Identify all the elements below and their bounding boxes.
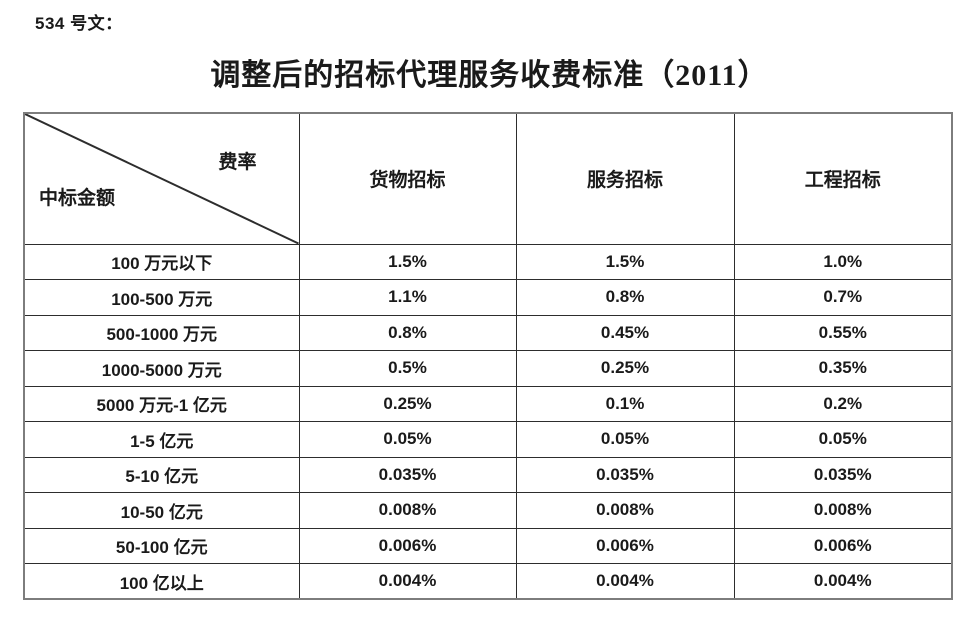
table-row: 50-100 亿元 0.006% 0.006% 0.006% <box>23 527 953 564</box>
fee-table-body: 100 万元以下 1.5% 1.5% 1.0% 100-500 万元 1.1% 0.8% 0.… <box>23 243 953 600</box>
header-row: 费率 中标金额 货物招标 服务招标 工程招标 <box>23 112 953 245</box>
row-label-bid-amount-range: 1-5 亿元 <box>23 421 300 458</box>
rate-value-cell: 0.006% <box>298 527 517 564</box>
row-label-bid-amount-range: 50-100 亿元 <box>23 527 300 564</box>
rate-value-cell: 0.008% <box>298 492 517 529</box>
rate-value-cell: 0.7% <box>733 279 953 316</box>
rate-value-cell: 0.035% <box>515 456 735 493</box>
row-label-bid-amount-range: 5-10 亿元 <box>23 456 300 493</box>
corner-header-cell: 费率 中标金额 <box>23 112 300 245</box>
rate-value-cell: 0.8% <box>515 279 735 316</box>
rate-value-cell: 0.1% <box>515 385 735 422</box>
table-row: 1-5 亿元 0.05% 0.05% 0.05% <box>23 421 953 458</box>
rate-value-cell: 0.05% <box>298 421 517 458</box>
rate-value-cell: 0.004% <box>298 563 517 600</box>
table-row: 1000-5000 万元 0.5% 0.25% 0.35% <box>23 350 953 387</box>
corner-label-fee-rate: 费率 <box>218 152 257 173</box>
rate-value-cell: 1.5% <box>515 243 735 280</box>
table-row: 5-10 亿元 0.035% 0.035% 0.035% <box>23 456 953 493</box>
row-label-bid-amount-range: 100 亿以上 <box>23 563 300 600</box>
rate-value-cell: 0.035% <box>298 456 517 493</box>
rate-value-cell: 0.25% <box>515 350 735 387</box>
table-row: 10-50 亿元 0.008% 0.008% 0.008% <box>23 492 953 529</box>
row-label-bid-amount-range: 100-500 万元 <box>23 279 300 316</box>
rate-value-cell: 0.2% <box>733 385 953 422</box>
rate-value-cell: 0.004% <box>733 563 953 600</box>
table-row: 100 万元以下 1.5% 1.5% 1.0% <box>23 243 953 280</box>
diagonal-divider-line <box>25 114 299 244</box>
row-label-bid-amount-range: 500-1000 万元 <box>23 314 300 351</box>
column-header-engineering-bidding: 工程招标 <box>733 112 953 245</box>
rate-value-cell: 0.008% <box>733 492 953 529</box>
rate-value-cell: 0.006% <box>733 527 953 564</box>
rate-value-cell: 0.008% <box>515 492 735 529</box>
rate-value-cell: 0.05% <box>515 421 735 458</box>
rate-value-cell: 0.035% <box>733 456 953 493</box>
table-row: 5000 万元-1 亿元 0.25% 0.1% 0.2% <box>23 385 953 422</box>
row-label-bid-amount-range: 10-50 亿元 <box>23 492 300 529</box>
row-label-bid-amount-range: 1000-5000 万元 <box>23 350 300 387</box>
corner-label-bid-amount: 中标金额 <box>39 187 116 209</box>
rate-value-cell: 1.1% <box>298 279 517 316</box>
table-row: 100-500 万元 1.1% 0.8% 0.7% <box>23 279 953 316</box>
doc-number-label: 534 号文： <box>35 14 123 33</box>
column-header-service-bidding: 服务招标 <box>515 112 735 245</box>
rate-value-cell: 0.45% <box>515 314 735 351</box>
page-title: 调整后的招标代理服务收费标准（2011） <box>210 59 769 92</box>
rate-value-cell: 0.5% <box>298 350 517 387</box>
rate-value-cell: 0.006% <box>515 527 735 564</box>
table-row: 500-1000 万元 0.8% 0.45% 0.55% <box>23 314 953 351</box>
column-header-goods-bidding: 货物招标 <box>298 112 517 245</box>
rate-value-cell: 1.5% <box>298 243 517 280</box>
rate-value-cell: 0.004% <box>515 563 735 600</box>
rate-value-cell: 0.35% <box>733 350 953 387</box>
row-label-bid-amount-range: 100 万元以下 <box>23 243 300 280</box>
fee-table: 费率 中标金额 货物招标 服务招标 工程招标 100 万元以下 1.5% 1.5% 1… <box>23 112 953 600</box>
rate-value-cell: 0.8% <box>298 314 517 351</box>
rate-value-cell: 0.25% <box>298 385 517 422</box>
rate-value-cell: 0.55% <box>733 314 953 351</box>
table-row: 100 亿以上 0.004% 0.004% 0.004% <box>23 563 953 600</box>
rate-value-cell: 0.05% <box>733 421 953 458</box>
rate-value-cell: 1.0% <box>733 243 953 280</box>
row-label-bid-amount-range: 5000 万元-1 亿元 <box>23 385 300 422</box>
